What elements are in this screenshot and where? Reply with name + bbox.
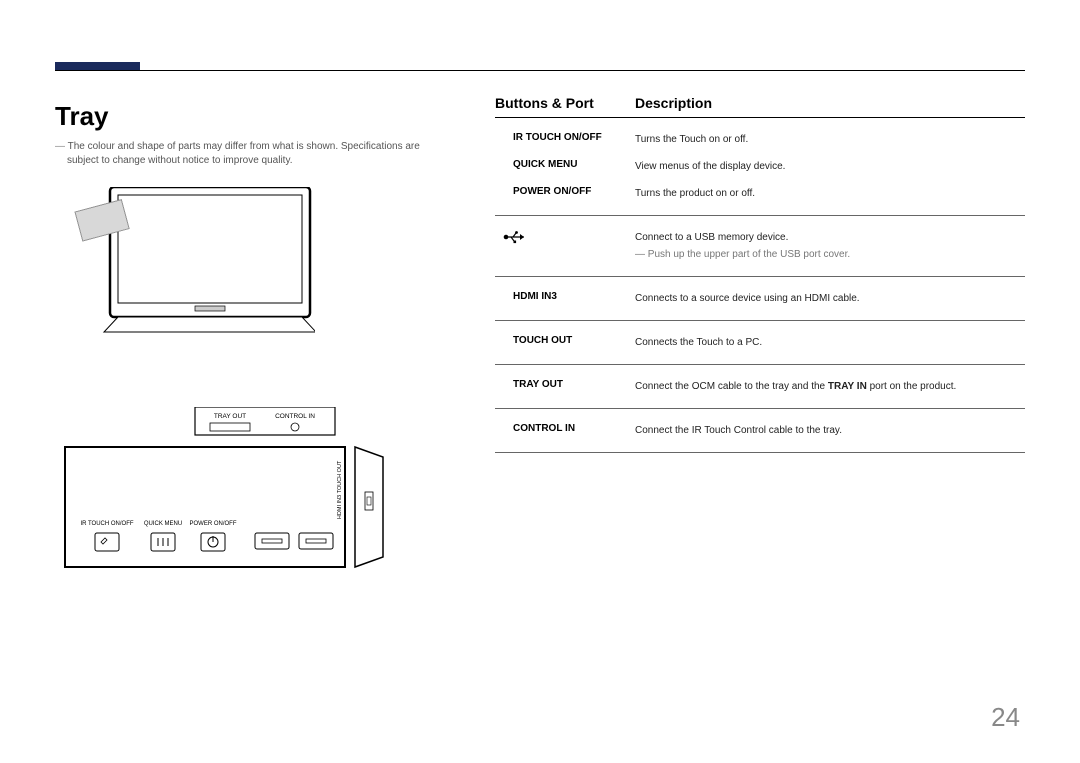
cell-port: QUICK MENU — [495, 159, 635, 170]
diagram-label-hdmi-in3: HDMI IN3 — [337, 495, 343, 519]
section-title: Tray — [55, 101, 435, 132]
table-row: HDMI IN3 Connects to a source device usi… — [495, 285, 1025, 312]
table-row: QUICK MENU View menus of the display dev… — [495, 153, 1025, 180]
cell-port: HDMI IN3 — [495, 291, 635, 302]
cell-desc: Connects to a source device using an HDM… — [635, 291, 1025, 306]
table-row: Connect to a USB memory device. Push up … — [495, 224, 1025, 268]
table-group: CONTROL IN Connect the IR Touch Control … — [495, 409, 1025, 453]
diagram-label-control-in: CONTROL IN — [275, 413, 315, 420]
table-group: IR TOUCH ON/OFF Turns the Touch on or of… — [495, 118, 1025, 216]
diagram-label-tray-out: TRAY OUT — [214, 413, 246, 420]
diagram-label-quick-menu: QUICK MENU — [144, 521, 182, 527]
cell-port: POWER ON/OFF — [495, 186, 635, 197]
table-header: Buttons & Port Description — [495, 95, 1025, 118]
diagram-label-ir-touch: IR TOUCH ON/OFF — [80, 521, 133, 527]
table-group: HDMI IN3 Connects to a source device usi… — [495, 277, 1025, 321]
cell-desc-tail: port on the product. — [867, 381, 957, 392]
diagram-label-power: POWER ON/OFF — [190, 521, 237, 527]
cell-port: CONTROL IN — [495, 423, 635, 434]
table-row: IR TOUCH ON/OFF Turns the Touch on or of… — [495, 126, 1025, 153]
table-group: Connect to a USB memory device. Push up … — [495, 216, 1025, 277]
cell-desc-bold: TRAY IN — [828, 381, 867, 392]
table-header-buttons-port: Buttons & Port — [495, 95, 635, 111]
right-column: Buttons & Port Description IR TOUCH ON/O… — [495, 95, 1025, 607]
cell-desc: Connects the Touch to a PC. — [635, 335, 1025, 350]
cell-port: TOUCH OUT — [495, 335, 635, 346]
cell-desc-pre: Connect the OCM cable to the tray and th… — [635, 381, 828, 392]
table-row: POWER ON/OFF Turns the product on or off… — [495, 180, 1025, 207]
cell-desc: Connect the IR Touch Control cable to th… — [635, 423, 1025, 438]
page-number: 24 — [991, 702, 1020, 733]
table-row: TRAY OUT Connect the OCM cable to the tr… — [495, 373, 1025, 400]
cell-port: TRAY OUT — [495, 379, 635, 390]
cell-desc-subnote: Push up the upper part of the USB port c… — [635, 247, 1025, 262]
usb-icon — [495, 230, 635, 249]
table-group: TOUCH OUT Connects the Touch to a PC. — [495, 321, 1025, 365]
cell-desc: Connect the OCM cable to the tray and th… — [635, 379, 1025, 394]
table-group: TRAY OUT Connect the OCM cable to the tr… — [495, 365, 1025, 409]
cell-desc: Turns the Touch on or off. — [635, 132, 1025, 147]
left-column: Tray The colour and shape of parts may d… — [55, 95, 435, 607]
spec-change-note: The colour and shape of parts may differ… — [55, 140, 435, 167]
header-accent-bar — [55, 62, 140, 70]
cell-desc-text: Connect to a USB memory device. — [635, 232, 788, 243]
diagram-label-touch-out: TOUCH OUT — [337, 460, 343, 493]
table-row: CONTROL IN Connect the IR Touch Control … — [495, 417, 1025, 444]
cell-desc: Turns the product on or off. — [635, 186, 1025, 201]
tv-diagram: TRAY OUT CONTROL IN IR TOUCH ON/OFF QUIC… — [55, 187, 435, 607]
table-header-description: Description — [635, 95, 1025, 111]
table-row: TOUCH OUT Connects the Touch to a PC. — [495, 329, 1025, 356]
header-rule — [55, 70, 1025, 71]
cell-desc: Connect to a USB memory device. Push up … — [635, 230, 1025, 262]
cell-port: IR TOUCH ON/OFF — [495, 132, 635, 143]
cell-desc: View menus of the display device. — [635, 159, 1025, 174]
